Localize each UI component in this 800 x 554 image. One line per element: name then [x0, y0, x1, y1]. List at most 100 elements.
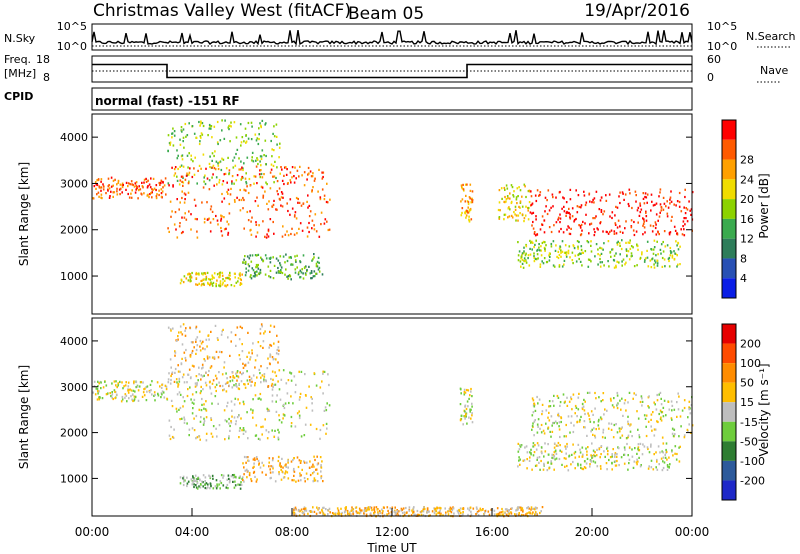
- scatter-cell: [279, 462, 281, 465]
- scatter-cell: [498, 217, 501, 220]
- scatter-cell: [267, 208, 270, 211]
- scatter-cell: [125, 381, 127, 384]
- scatter-cell: [134, 191, 137, 194]
- scatter-cell: [304, 507, 307, 510]
- scatter-cell: [593, 197, 596, 200]
- scatter-cell: [295, 383, 297, 386]
- scatter-cell: [620, 408, 622, 411]
- scatter-cell: [540, 254, 543, 257]
- scatter-cell: [595, 190, 598, 193]
- scatter-cell: [532, 445, 534, 448]
- scatter-cell: [558, 253, 561, 257]
- scatter-cell: [563, 251, 566, 254]
- scatter-cell: [467, 389, 470, 392]
- scatter-cell: [228, 173, 230, 176]
- scatter-cell: [246, 185, 248, 188]
- scatter-cell: [617, 219, 620, 222]
- scatter-cell: [225, 227, 227, 230]
- scatter-cell: [565, 457, 567, 460]
- scatter-cell: [655, 233, 658, 236]
- scatter-cell: [202, 153, 205, 156]
- scatter-cell: [611, 404, 614, 407]
- scatter-cell: [294, 211, 297, 214]
- scatter-cell: [619, 253, 621, 256]
- scatter-cell: [551, 430, 554, 433]
- scatter-cell: [464, 200, 467, 203]
- scatter-cell: [476, 507, 478, 510]
- scatter-cell: [661, 436, 664, 439]
- scatter-cell: [499, 209, 501, 212]
- scatter-cell: [636, 458, 638, 461]
- scatter-cell: [269, 353, 271, 356]
- scatter-cell: [558, 264, 561, 267]
- scatter-cell: [151, 196, 153, 199]
- scatter-cell: [299, 474, 301, 478]
- scatter-cell: [226, 478, 229, 481]
- scatter-cell: [605, 230, 608, 233]
- scatter-cell: [185, 359, 187, 362]
- scatter-cell: [237, 398, 239, 401]
- scatter-cell: [230, 420, 232, 423]
- scatter-cell: [304, 507, 306, 511]
- scatter-cell: [478, 509, 480, 512]
- scatter-cell: [469, 394, 471, 397]
- cpid-text: normal (fast) -151 RF: [95, 94, 240, 108]
- scatter-cell: [171, 371, 174, 374]
- scatter-cell: [278, 471, 280, 474]
- scatter-cell: [639, 256, 642, 259]
- scatter-cell: [364, 507, 366, 510]
- scatter-cell: [205, 338, 208, 341]
- scatter-cell: [114, 178, 116, 181]
- scatter-cell: [239, 188, 241, 192]
- scatter-cell: [218, 483, 220, 486]
- scatter-cell: [227, 156, 229, 159]
- scatter-cell: [599, 416, 602, 419]
- scatter-cell: [570, 421, 572, 424]
- scatter-cell: [691, 424, 694, 427]
- scatter-cell: [130, 389, 133, 392]
- scatter-cell: [651, 230, 654, 233]
- scatter-cell: [142, 186, 144, 189]
- x-tick-label: 20:00: [575, 525, 610, 539]
- scatter-cell: [190, 341, 193, 344]
- scatter-cell: [120, 400, 123, 403]
- scatter-cell: [151, 191, 153, 194]
- scatter-cell: [273, 325, 276, 328]
- scatter-cell: [270, 256, 272, 259]
- scatter-cell: [619, 225, 621, 228]
- scatter-cell: [193, 483, 195, 486]
- scatter-cell: [197, 379, 199, 382]
- scatter-cell: [213, 356, 216, 359]
- scatter-cell: [643, 220, 645, 223]
- scatter-cell: [218, 181, 220, 184]
- scatter-cell: [201, 122, 204, 125]
- scatter-cell: [559, 221, 561, 224]
- scatter-cell: [169, 382, 172, 385]
- scatter-cell: [659, 451, 661, 454]
- scatter-cell: [180, 164, 183, 167]
- scatter-cell: [168, 142, 171, 145]
- scatter-cell: [602, 213, 604, 216]
- scatter-cell: [465, 407, 468, 411]
- scatter-cell: [649, 224, 652, 227]
- scatter-cell: [373, 506, 376, 509]
- scatter-cell: [567, 225, 569, 228]
- scatter-cell: [304, 423, 307, 426]
- scatter-cell: [263, 173, 265, 176]
- scatter-cell: [658, 463, 660, 466]
- scatter-cell: [311, 277, 313, 280]
- scatter-cell: [251, 216, 253, 219]
- scatter-cell: [264, 418, 266, 421]
- scatter-cell: [350, 509, 353, 512]
- scatter-cell: [624, 193, 627, 196]
- nsky-tick-top: 10^5: [57, 20, 87, 33]
- scatter-cell: [504, 512, 506, 515]
- scatter-cell: [560, 450, 563, 453]
- scatter-cell: [650, 443, 652, 446]
- scatter-cell: [546, 199, 548, 202]
- scatter-cell: [260, 376, 262, 379]
- scatter-cell: [611, 211, 614, 214]
- scatter-cell: [174, 351, 177, 354]
- scatter-cell: [211, 166, 213, 169]
- scatter-cell: [300, 460, 302, 463]
